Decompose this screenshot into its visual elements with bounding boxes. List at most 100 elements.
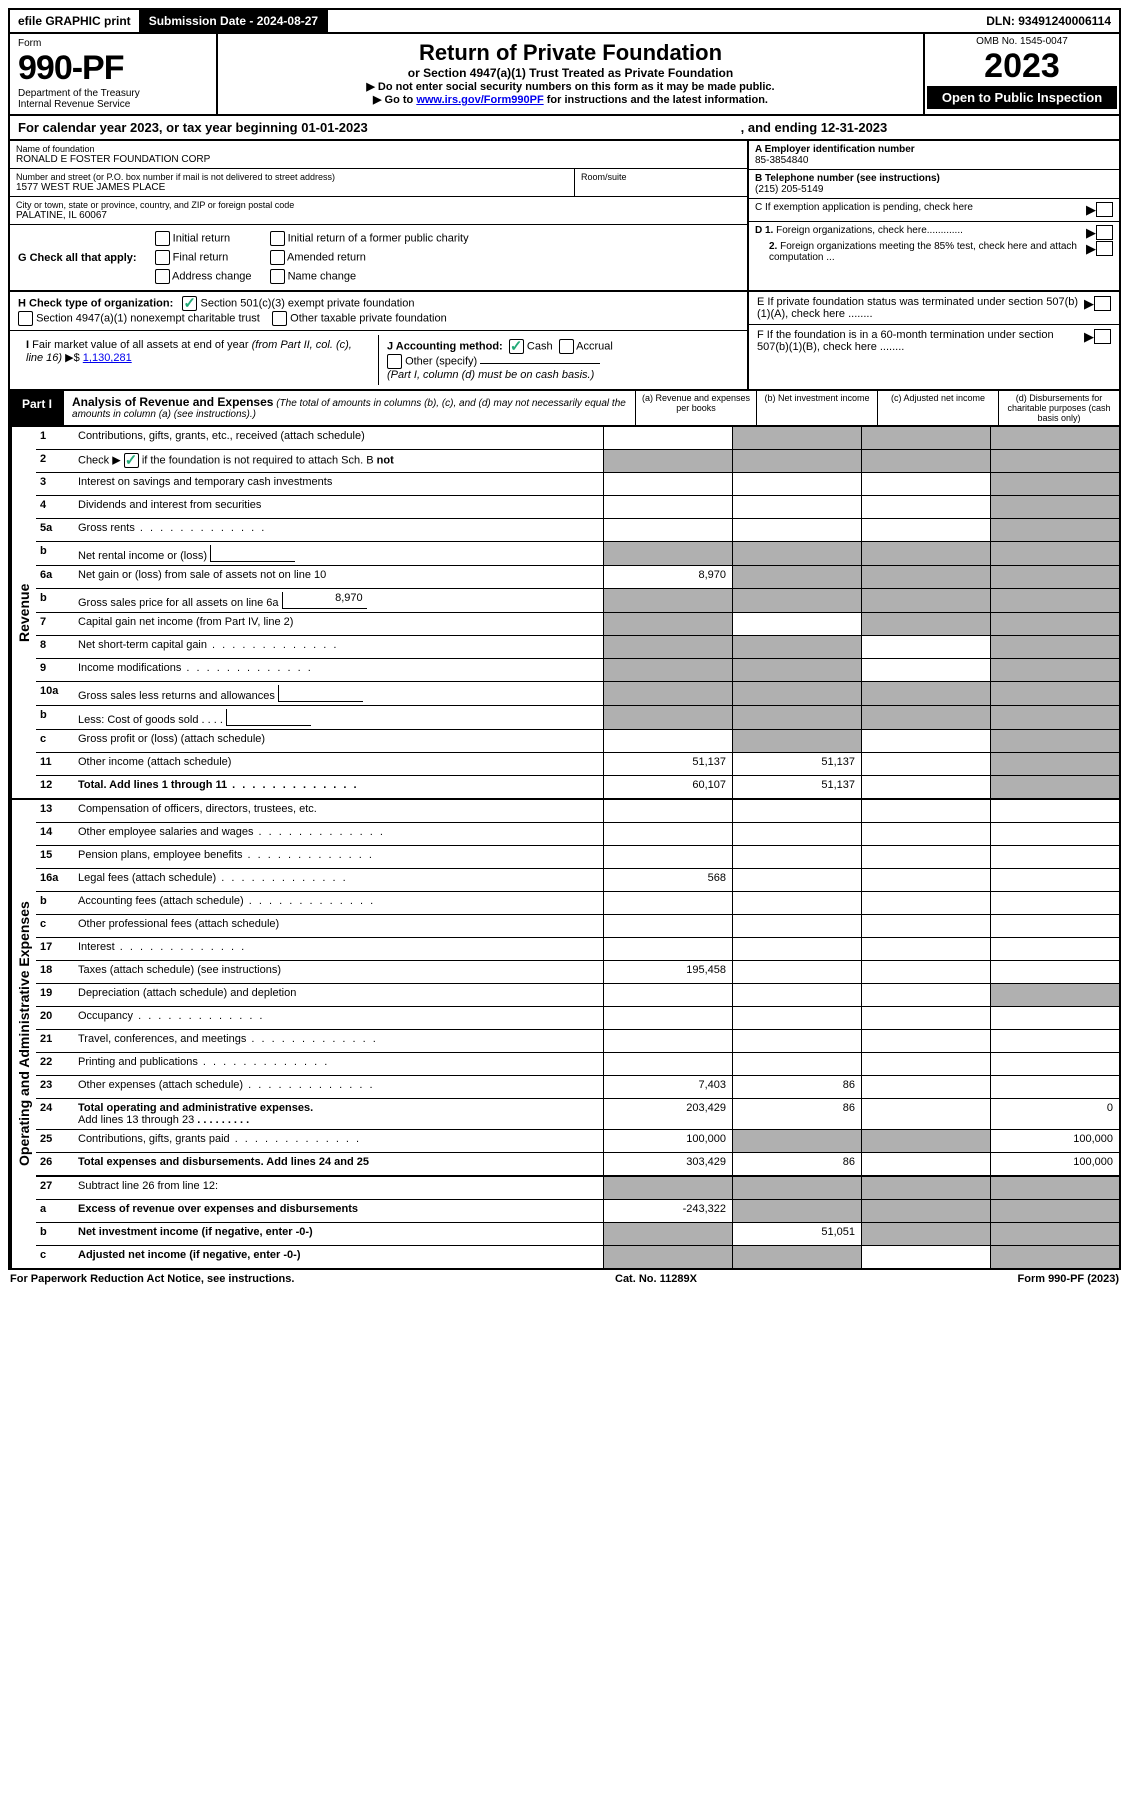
col-b: (b) Net investment income (756, 391, 877, 425)
l21: Travel, conferences, and meetings (74, 1030, 603, 1052)
l16a: Legal fees (attach schedule) (74, 869, 603, 891)
h-opt2: Section 4947(a)(1) nonexempt charitable … (36, 312, 260, 324)
col-c: (c) Adjusted net income (877, 391, 998, 425)
note2-post: for instructions and the latest informat… (544, 94, 768, 106)
header-right: OMB No. 1545-0047 2023 Open to Public In… (925, 34, 1119, 114)
submission-date: Submission Date - 2024-08-27 (141, 10, 328, 32)
v6b-inline: 8,970 (282, 592, 367, 609)
l25: Contributions, gifts, grants paid (74, 1130, 603, 1152)
top-bar: efile GRAPHIC print Submission Date - 20… (8, 8, 1121, 34)
h-opt1: Section 501(c)(3) exempt private foundat… (200, 297, 414, 309)
v12b: 51,137 (732, 776, 861, 798)
j-cash: Cash (527, 340, 553, 352)
ein-cell: A Employer identification number 85-3854… (749, 141, 1119, 170)
v23b: 86 (732, 1076, 861, 1098)
v25d: 100,000 (990, 1130, 1119, 1152)
ein: 85-3854840 (755, 155, 808, 166)
form-number: 990-PF (18, 49, 208, 88)
name-cell: Name of foundation RONALD E FOSTER FOUND… (10, 141, 747, 169)
chk-jother[interactable] (387, 354, 402, 369)
chk-e[interactable] (1094, 296, 1111, 311)
chk-other-tax[interactable] (272, 311, 287, 326)
a-label: A Employer identification number (755, 144, 915, 155)
chk-initial[interactable] (155, 231, 170, 246)
j-label: J Accounting method: (387, 340, 503, 352)
phone-cell: B Telephone number (see instructions) (2… (749, 170, 1119, 199)
chk-addr[interactable] (155, 269, 170, 284)
form-word: Form (18, 38, 208, 49)
v25a: 100,000 (603, 1130, 732, 1152)
calendar-year-row: For calendar year 2023, or tax year begi… (8, 116, 1121, 141)
v23a: 7,403 (603, 1076, 732, 1098)
v24a: 203,429 (603, 1099, 732, 1129)
chk-namechg[interactable] (270, 269, 285, 284)
g-amended: Amended return (287, 251, 366, 263)
page-footer: For Paperwork Reduction Act Notice, see … (8, 1270, 1121, 1288)
v11a: 51,137 (603, 753, 732, 775)
footer-right: Form 990-PF (2023) (1018, 1273, 1120, 1285)
g-row: G Check all that apply: Initial return F… (10, 225, 747, 290)
part1-desc: Analysis of Revenue and Expenses (The to… (64, 391, 635, 425)
v11b: 51,137 (732, 753, 861, 775)
l10b: Less: Cost of goods sold . . . . (74, 706, 603, 729)
g-namechg: Name change (288, 270, 357, 282)
d-cell: D 1. D 1. Foreign organizations, check h… (749, 222, 1119, 266)
chk-c[interactable] (1096, 202, 1113, 217)
b-label: B Telephone number (see instructions) (755, 173, 940, 184)
e-cell: E If private foundation status was termi… (749, 292, 1119, 325)
v26b: 86 (732, 1153, 861, 1175)
instructions-link[interactable]: www.irs.gov/Form990PF (416, 94, 543, 106)
col-a: (a) Revenue and expenses per books (635, 391, 756, 425)
note-ssn: ▶ Do not enter social security numbers o… (224, 80, 917, 93)
dln: DLN: 93491240006114 (978, 10, 1119, 32)
name-label: Name of foundation (16, 144, 741, 154)
chk-schb[interactable] (124, 453, 139, 468)
header-center: Return of Private Foundation or Section … (218, 34, 925, 114)
dept: Department of the Treasury (18, 88, 208, 99)
c-cell: C If exemption application is pending, c… (749, 199, 1119, 222)
l18: Taxes (attach schedule) (see instruction… (74, 961, 603, 983)
chk-accrual[interactable] (559, 339, 574, 354)
h-label: H Check type of organization: (18, 297, 173, 309)
l9: Income modifications (74, 659, 603, 681)
v27a: -243,322 (603, 1200, 732, 1222)
chk-final[interactable] (155, 250, 170, 265)
chk-amended[interactable] (270, 250, 285, 265)
form-subtitle: or Section 4947(a)(1) Trust Treated as P… (224, 66, 917, 80)
l22: Printing and publications (74, 1053, 603, 1075)
chk-initial-former[interactable] (270, 231, 285, 246)
l4: Dividends and interest from securities (74, 496, 603, 518)
chk-cash[interactable] (509, 339, 524, 354)
expense-side-label: Operating and Administrative Expenses (10, 800, 36, 1268)
l19: Depreciation (attach schedule) and deple… (74, 984, 603, 1006)
i-arrow: ▶$ (65, 352, 80, 364)
entity-info: Name of foundation RONALD E FOSTER FOUND… (8, 141, 1121, 292)
l5b: Net rental income or (loss) (74, 542, 603, 565)
chk-4947[interactable] (18, 311, 33, 326)
v24b: 86 (732, 1099, 861, 1129)
h-opt3: Other taxable private foundation (290, 312, 447, 324)
chk-501c3[interactable] (182, 296, 197, 311)
cal-year-begin: For calendar year 2023, or tax year begi… (18, 120, 368, 135)
fmv-value[interactable]: 1,130,281 (83, 352, 132, 364)
l16c: Other professional fees (attach schedule… (74, 915, 603, 937)
city-state-zip: PALATINE, IL 60067 (16, 210, 741, 221)
l17: Interest (74, 938, 603, 960)
arrow-icon: ▶ (1086, 202, 1096, 218)
v27b: 51,051 (732, 1223, 861, 1245)
j-other: Other (specify) (405, 355, 477, 367)
chk-d2[interactable] (1096, 241, 1113, 256)
i-cell: I I Fair market value of all assets at e… (18, 335, 378, 385)
chk-f[interactable] (1094, 329, 1111, 344)
l27b: Net investment income (if negative, ente… (74, 1223, 603, 1245)
l6b: Gross sales price for all assets on line… (74, 589, 603, 612)
efile-label[interactable]: efile GRAPHIC print (10, 10, 141, 32)
foundation-name: RONALD E FOSTER FOUNDATION CORP (16, 154, 741, 165)
l10a: Gross sales less returns and allowances (74, 682, 603, 705)
l3: Interest on savings and temporary cash i… (74, 473, 603, 495)
chk-d1[interactable] (1096, 225, 1113, 240)
f-label: F If the foundation is in a 60-month ter… (757, 329, 1084, 353)
g-initial: Initial return (173, 232, 230, 244)
form-title: Return of Private Foundation (224, 40, 917, 66)
l20: Occupancy (74, 1007, 603, 1029)
